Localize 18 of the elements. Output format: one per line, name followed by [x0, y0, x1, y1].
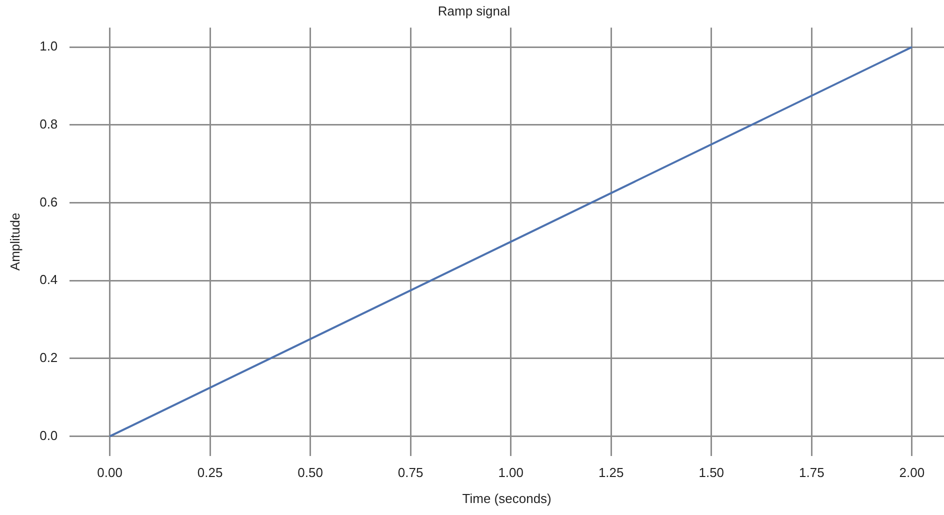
x-tick-label: 1.75 — [798, 465, 824, 480]
y-tick-label: 0.6 — [40, 194, 58, 210]
x-tick-label: 0.00 — [97, 465, 122, 480]
y-tick-label: 0.4 — [40, 272, 58, 288]
y-tick-label: 0.0 — [40, 428, 58, 443]
x-tick-label: 0.25 — [197, 465, 223, 480]
x-tick-label: 1.00 — [498, 465, 524, 480]
y-tick-label: 0.2 — [40, 350, 58, 366]
y-axis-title: Amplitude — [7, 212, 22, 271]
y-tick-label: 0.8 — [40, 116, 58, 132]
x-tick-label: 1.50 — [698, 465, 724, 480]
y-tick-label: 1.0 — [40, 38, 58, 54]
x-tick-label: 0.50 — [298, 465, 323, 480]
chart-title: Ramp signal — [438, 3, 510, 18]
x-tick-label: 2.00 — [899, 465, 925, 480]
x-axis-title: Time (seconds) — [462, 490, 552, 506]
x-tick-label: 0.75 — [398, 465, 424, 480]
x-tick-label: 1.25 — [598, 465, 624, 480]
